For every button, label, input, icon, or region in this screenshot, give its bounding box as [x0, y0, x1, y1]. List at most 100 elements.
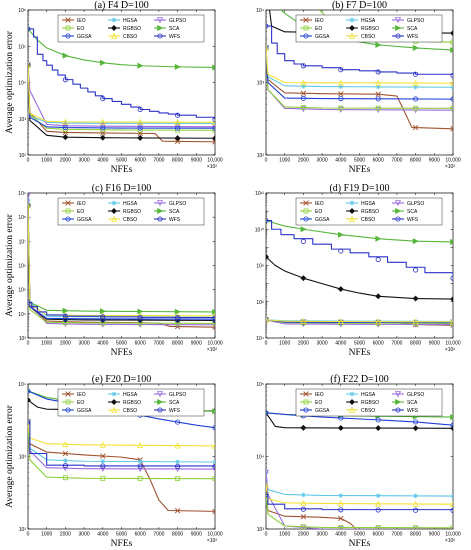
x-axis-label: NFEs — [111, 165, 133, 175]
series-marker-wfs — [62, 313, 68, 319]
y-tick-label: 10⁷ — [19, 239, 27, 245]
series-marker-hgsa — [301, 83, 306, 89]
chart-panel-3: (c) F16 D=100 0 1000 2000 3000 4000 5000 6000 70… — [5, 183, 223, 358]
series-marker-sca — [137, 62, 144, 69]
series-marker-eo — [212, 476, 215, 482]
series-marker-ggsa — [338, 319, 344, 325]
series-marker-glpso — [300, 524, 307, 529]
legend-marker — [349, 391, 355, 397]
series-marker-wfs — [28, 26, 31, 32]
legend-entry-eo: EO — [315, 209, 322, 215]
series-marker-sca — [212, 408, 215, 415]
series-marker-cbso — [28, 202, 32, 209]
series-line-cbso — [266, 47, 453, 84]
legend-entry-ieo: IEO — [77, 201, 86, 207]
x-tick-label: 5000 — [116, 532, 127, 538]
series-marker-rgbso — [375, 293, 382, 300]
series-marker-hgsa — [137, 120, 143, 126]
series-marker-cbso — [412, 79, 419, 86]
legend-marker — [65, 216, 71, 222]
legend-marker — [111, 200, 117, 206]
series-marker-cbso — [266, 482, 270, 489]
series-marker-hgsa — [175, 121, 180, 126]
series-marker-eo — [175, 476, 181, 481]
legend-entry-cbso: CBSO — [123, 34, 137, 40]
series-marker-wfs — [212, 315, 215, 321]
y-tick-label: 10⁹ — [18, 191, 26, 197]
series-marker-glpso — [211, 322, 215, 329]
legend-marker — [303, 216, 309, 222]
series-line-sca — [28, 28, 215, 69]
x-tick-label: 8000 — [172, 532, 183, 538]
series-marker-rgbso — [450, 30, 453, 37]
series-marker-rgbso — [337, 286, 344, 293]
series-marker-cbso — [211, 118, 215, 126]
x-tick-label: 6000 — [135, 158, 146, 164]
legend-entry-hgsa: HGSA — [361, 201, 376, 207]
legend-marker — [394, 200, 402, 207]
series-marker-wfs — [338, 507, 344, 513]
series-marker-ggsa — [375, 417, 381, 423]
x-tick-label: 10,000 — [207, 341, 223, 347]
x-multiplier: ×10² — [207, 538, 217, 544]
y-tick-label: 10¹² — [255, 191, 264, 197]
series-marker-hgsa — [100, 120, 106, 126]
series-marker-cbso — [62, 118, 69, 125]
legend-entry-ggsa: GGSA — [77, 408, 92, 414]
series-marker-ggsa — [212, 125, 215, 131]
legend-marker — [157, 24, 164, 32]
series-marker-wfs — [28, 419, 31, 425]
series-marker-rgbso — [99, 134, 106, 141]
series-marker-ggsa — [28, 388, 31, 394]
legend-entry-hgsa: HGSA — [361, 18, 376, 24]
y-tick-label: 10³ — [257, 81, 265, 87]
legend-marker — [156, 200, 164, 207]
series-line-wfs — [266, 493, 453, 511]
x-tick-label: 8000 — [410, 341, 421, 347]
legend-entry-wfs: WFS — [407, 34, 419, 40]
y-tick-label: 10⁸ — [18, 215, 26, 221]
legend-entry-sca: SCA — [169, 400, 180, 406]
legend-entry-eo: EO — [77, 400, 84, 406]
legend-marker — [156, 391, 164, 398]
legend-entry-glpso: GLPSO — [169, 201, 186, 207]
series-marker-ggsa — [413, 419, 419, 425]
y-tick-label: 10³ — [19, 336, 27, 342]
series-line-rgbso — [266, 256, 453, 300]
series-marker-glpso — [211, 466, 215, 473]
legend-entry-wfs: WFS — [407, 217, 419, 223]
x-tick-label: 1000 — [279, 532, 290, 538]
series-marker-rgbso — [266, 253, 269, 260]
y-axis-label: Average optimization error — [5, 404, 15, 508]
series-marker-ggsa — [137, 125, 143, 131]
legend-entry-sca: SCA — [169, 209, 180, 215]
legend-marker — [111, 25, 117, 31]
legend-marker — [110, 215, 118, 222]
legend-marker — [303, 33, 309, 39]
legend-marker — [348, 32, 356, 39]
series-marker-ggsa — [413, 320, 419, 326]
series-marker-eo — [62, 475, 68, 481]
series-marker-ggsa — [450, 96, 453, 102]
series-marker-sca — [375, 235, 382, 242]
series-marker-sca — [174, 63, 181, 70]
series-marker-sca — [300, 226, 307, 233]
x-tick-label: 7000 — [153, 158, 164, 164]
legend-marker — [395, 407, 401, 413]
chart-title: (d) F19 D=100 — [329, 183, 389, 194]
x-tick-label: 4000 — [335, 532, 346, 538]
series-marker-glpso — [300, 106, 307, 113]
series-marker-rgbso — [375, 425, 382, 432]
legend-marker — [111, 399, 117, 405]
legend-marker — [348, 406, 356, 413]
legend-marker — [303, 391, 309, 397]
legend-entry-glpso: GLPSO — [169, 392, 186, 398]
series-marker-glpso — [211, 123, 215, 131]
series-marker-ieo — [375, 91, 381, 97]
legend-marker — [303, 200, 309, 206]
x-tick-label: 6000 — [135, 532, 146, 538]
series-marker-wfs — [338, 248, 344, 254]
series-marker-ggsa — [450, 320, 453, 326]
series-marker-wfs — [175, 112, 181, 118]
series-marker-cbso — [99, 312, 106, 319]
